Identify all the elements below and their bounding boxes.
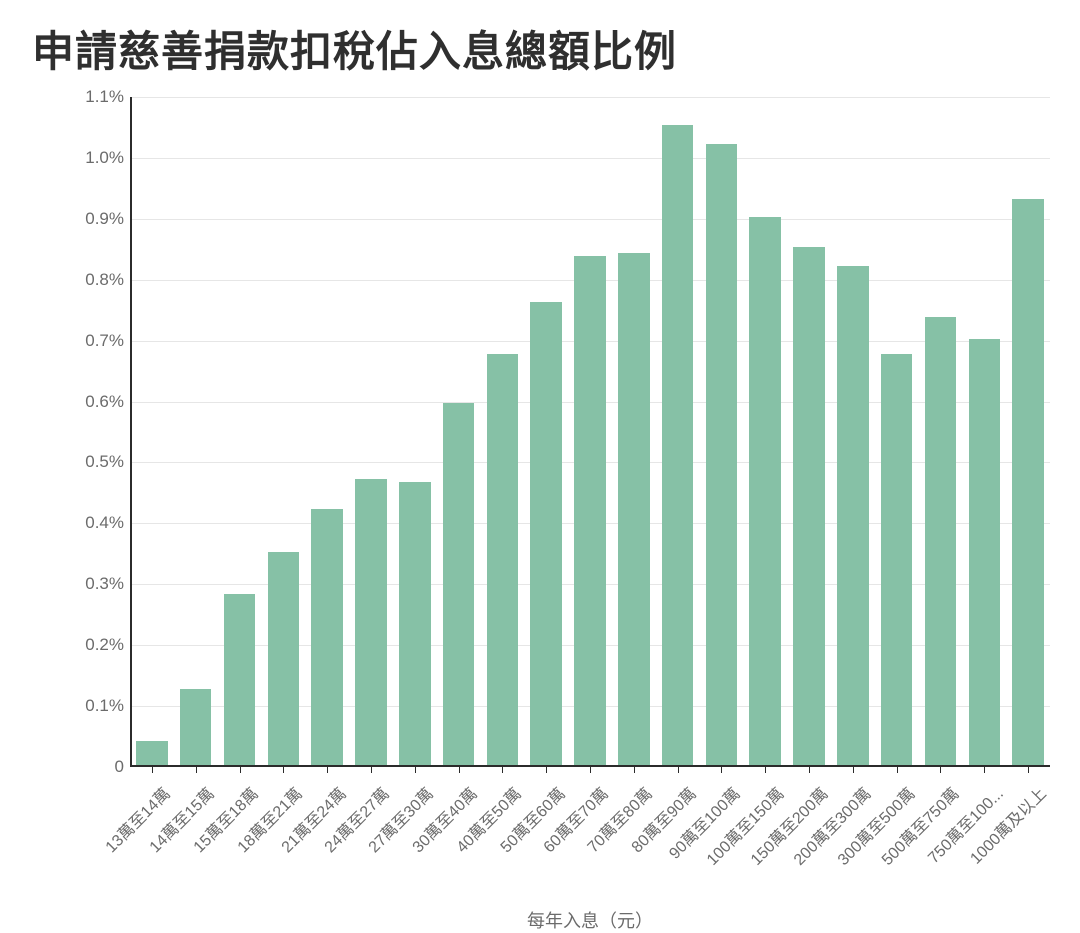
y-tick-label: 0.4% <box>85 513 124 533</box>
y-tick-label: 0 <box>115 757 124 777</box>
axes-layer <box>130 97 1050 767</box>
x-tick <box>502 767 503 773</box>
x-tick <box>853 767 854 773</box>
plot-region: 13萬至14萬14萬至15萬15萬至18萬18萬至21萬21萬至24萬24萬至2… <box>130 97 1050 767</box>
page-root: 申請慈善捐款扣稅佔入息總額比例 13萬至14萬14萬至15萬15萬至18萬18萬… <box>0 0 1080 903</box>
x-axis-title: 每年入息（元） <box>130 907 1050 933</box>
x-tick <box>940 767 941 773</box>
y-tick-label: 0.7% <box>85 331 124 351</box>
x-tick <box>415 767 416 773</box>
x-tick <box>283 767 284 773</box>
x-tick <box>371 767 372 773</box>
x-tick <box>459 767 460 773</box>
x-tick <box>678 767 679 773</box>
x-tick <box>721 767 722 773</box>
x-tick <box>590 767 591 773</box>
x-axis-line <box>130 765 1050 767</box>
y-tick-label: 0.2% <box>85 635 124 655</box>
x-tick <box>327 767 328 773</box>
y-tick-label: 0.6% <box>85 392 124 412</box>
y-tick-label: 0.5% <box>85 452 124 472</box>
x-tick <box>546 767 547 773</box>
x-tick <box>1028 767 1029 773</box>
x-tick <box>765 767 766 773</box>
y-tick-label: 0.9% <box>85 209 124 229</box>
y-axis-line <box>130 97 132 767</box>
x-tick <box>809 767 810 773</box>
x-tick <box>152 767 153 773</box>
x-tick <box>897 767 898 773</box>
y-tick-label: 0.8% <box>85 270 124 290</box>
y-tick-label: 1.1% <box>85 87 124 107</box>
chart-title: 申請慈善捐款扣稅佔入息總額比例 <box>32 18 1060 79</box>
x-tick <box>196 767 197 773</box>
x-tick <box>240 767 241 773</box>
x-tick <box>634 767 635 773</box>
y-tick-label: 0.3% <box>85 574 124 594</box>
chart-area: 13萬至14萬14萬至15萬15萬至18萬18萬至21萬21萬至24萬24萬至2… <box>20 87 1060 807</box>
y-tick-label: 1.0% <box>85 148 124 168</box>
x-tick <box>984 767 985 773</box>
y-tick-label: 0.1% <box>85 696 124 716</box>
